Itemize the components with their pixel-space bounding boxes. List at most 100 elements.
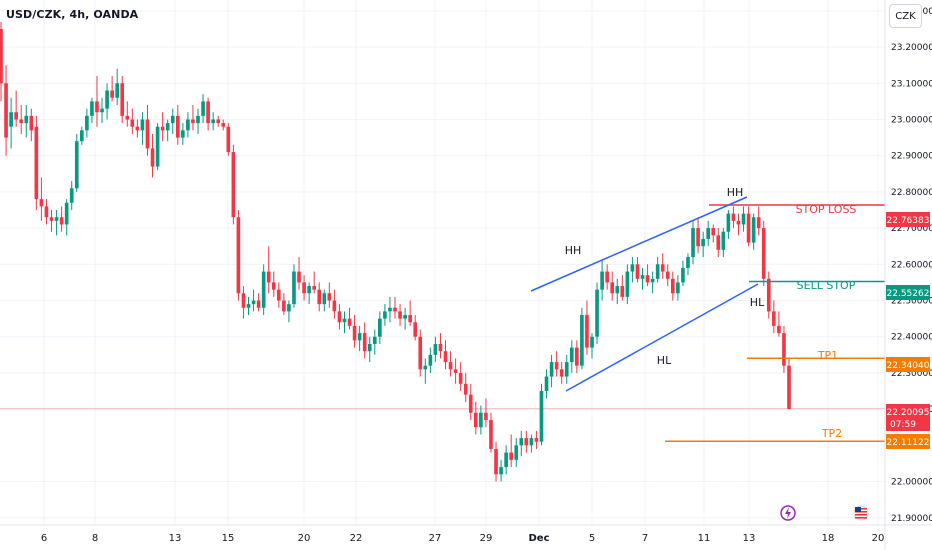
candle-body [271,282,276,290]
candle-body [226,126,231,153]
candle [170,108,175,134]
candle-body [261,271,266,308]
lightning-icon[interactable] [780,505,796,521]
candle [277,282,281,308]
candle-body [4,83,8,138]
candle [787,358,791,410]
candle-body [615,286,620,294]
tp1-label: TP1 [817,349,838,362]
candle-body [100,108,104,113]
candle-body [696,228,700,247]
candle-body [650,278,655,283]
candle-body [731,213,736,221]
chart-grid [0,0,885,525]
candle [95,76,99,127]
candle-body [241,293,246,308]
candle [150,133,155,178]
x-tick-label: 6 [41,533,47,544]
drawings [530,196,885,443]
candle [615,278,620,305]
candle [165,119,170,142]
candle [696,217,700,254]
candle-body [600,271,604,290]
candle-body [499,467,503,475]
candle [504,445,508,475]
candle [64,199,69,236]
candle-body [484,412,488,420]
tp2-value: 22.11122 [887,438,930,448]
candle-body [706,228,710,239]
candle-body [105,90,109,109]
candle-body [585,315,589,348]
candle-body [524,438,529,446]
x-tick-label: 8 [92,533,98,544]
candle [721,228,726,258]
candle-body [686,257,690,268]
candle [155,123,160,171]
candle [357,325,362,352]
candle [221,119,226,131]
candle [19,105,24,134]
candle [736,213,741,236]
candle [610,271,615,301]
candle-body [332,300,337,312]
candle-body [519,438,524,446]
candle-body [544,376,549,392]
candle-body [448,362,453,370]
candle [105,83,109,120]
candle-body [0,28,3,84]
candle-body [494,448,498,475]
candle-body [393,307,397,312]
candle-body [378,318,382,337]
candle-body [362,333,367,352]
x-tick-label: 22 [350,533,363,544]
candle [80,126,84,145]
candle [665,264,670,287]
candle-body [413,322,418,337]
candle [251,289,256,312]
candle-body [236,217,241,294]
candle [428,347,433,373]
candle-body [282,300,286,312]
us-flag-icon[interactable] [853,505,869,521]
candle-body [564,362,569,377]
candle-body [746,213,751,243]
y-tick-label: 23.20000 [891,43,932,53]
countdown-value: 07:59 [890,420,916,430]
candle [100,97,104,124]
candle [282,293,286,315]
candle [590,333,594,359]
candle-body [80,130,84,142]
candle-body [474,412,478,428]
candle [54,210,59,236]
candle [140,112,145,145]
y-tick-label: 22.60000 [891,260,932,270]
candle [388,296,392,323]
last-price-value: 22.20095 [887,408,930,418]
candle [660,253,665,279]
candle [378,311,382,344]
candle-body [44,206,49,218]
candle-body [266,271,271,283]
candle [327,282,332,308]
candle-body [756,217,761,229]
candle [766,271,771,319]
candle [433,336,438,363]
candle [130,108,135,134]
candle [181,123,185,145]
candle-body [761,228,766,279]
candle-body [766,278,771,312]
candle [246,296,251,315]
candle [671,271,675,301]
candle-body [54,217,59,221]
candle-body [307,286,311,294]
candle-body [34,126,39,200]
candle [337,304,342,330]
candle [211,112,215,131]
candle [463,372,468,402]
currency-button[interactable]: CZK [889,4,922,28]
y-tick-label: 22.40000 [891,333,932,343]
candle-body [29,115,34,131]
candle [559,362,564,384]
